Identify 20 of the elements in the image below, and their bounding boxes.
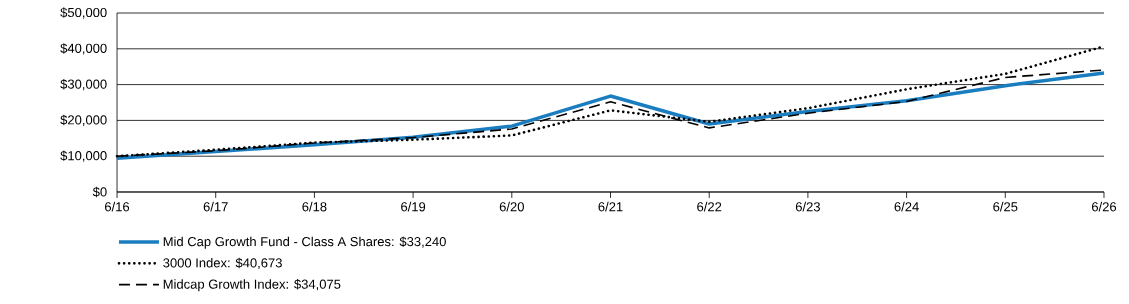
x-tick-label: 6/23 xyxy=(795,201,820,212)
x-tick-label: 6/20 xyxy=(499,201,524,212)
x-tick-label: 6/19 xyxy=(401,201,426,212)
y-tick-label: $20,000 xyxy=(60,114,107,127)
y-tick-label: $0 xyxy=(92,186,107,198)
legend-label: Midcap Growth Index: $34,075 xyxy=(163,279,341,292)
x-tick-label: 6/17 xyxy=(203,201,228,212)
x-tick-label: 6/21 xyxy=(598,201,623,212)
x-tick-label: 6/25 xyxy=(993,201,1018,212)
x-tick-label: 6/26 xyxy=(1092,201,1117,212)
x-tick-label: 6/18 xyxy=(302,201,327,212)
x-tick-label: 6/24 xyxy=(894,201,919,212)
x-tick-label: 6/16 xyxy=(105,201,130,212)
legend-label: Mid Cap Growth Fund - Class A Shares: $33,240 xyxy=(163,236,446,249)
y-tick-label: $50,000 xyxy=(60,7,107,19)
legend-label: 3000 Index: $40,673 xyxy=(163,257,282,270)
x-tick-label: 6/22 xyxy=(697,201,722,212)
y-tick-label: $30,000 xyxy=(60,78,107,91)
y-tick-label: $10,000 xyxy=(60,150,107,162)
y-tick-label: $40,000 xyxy=(60,43,107,55)
